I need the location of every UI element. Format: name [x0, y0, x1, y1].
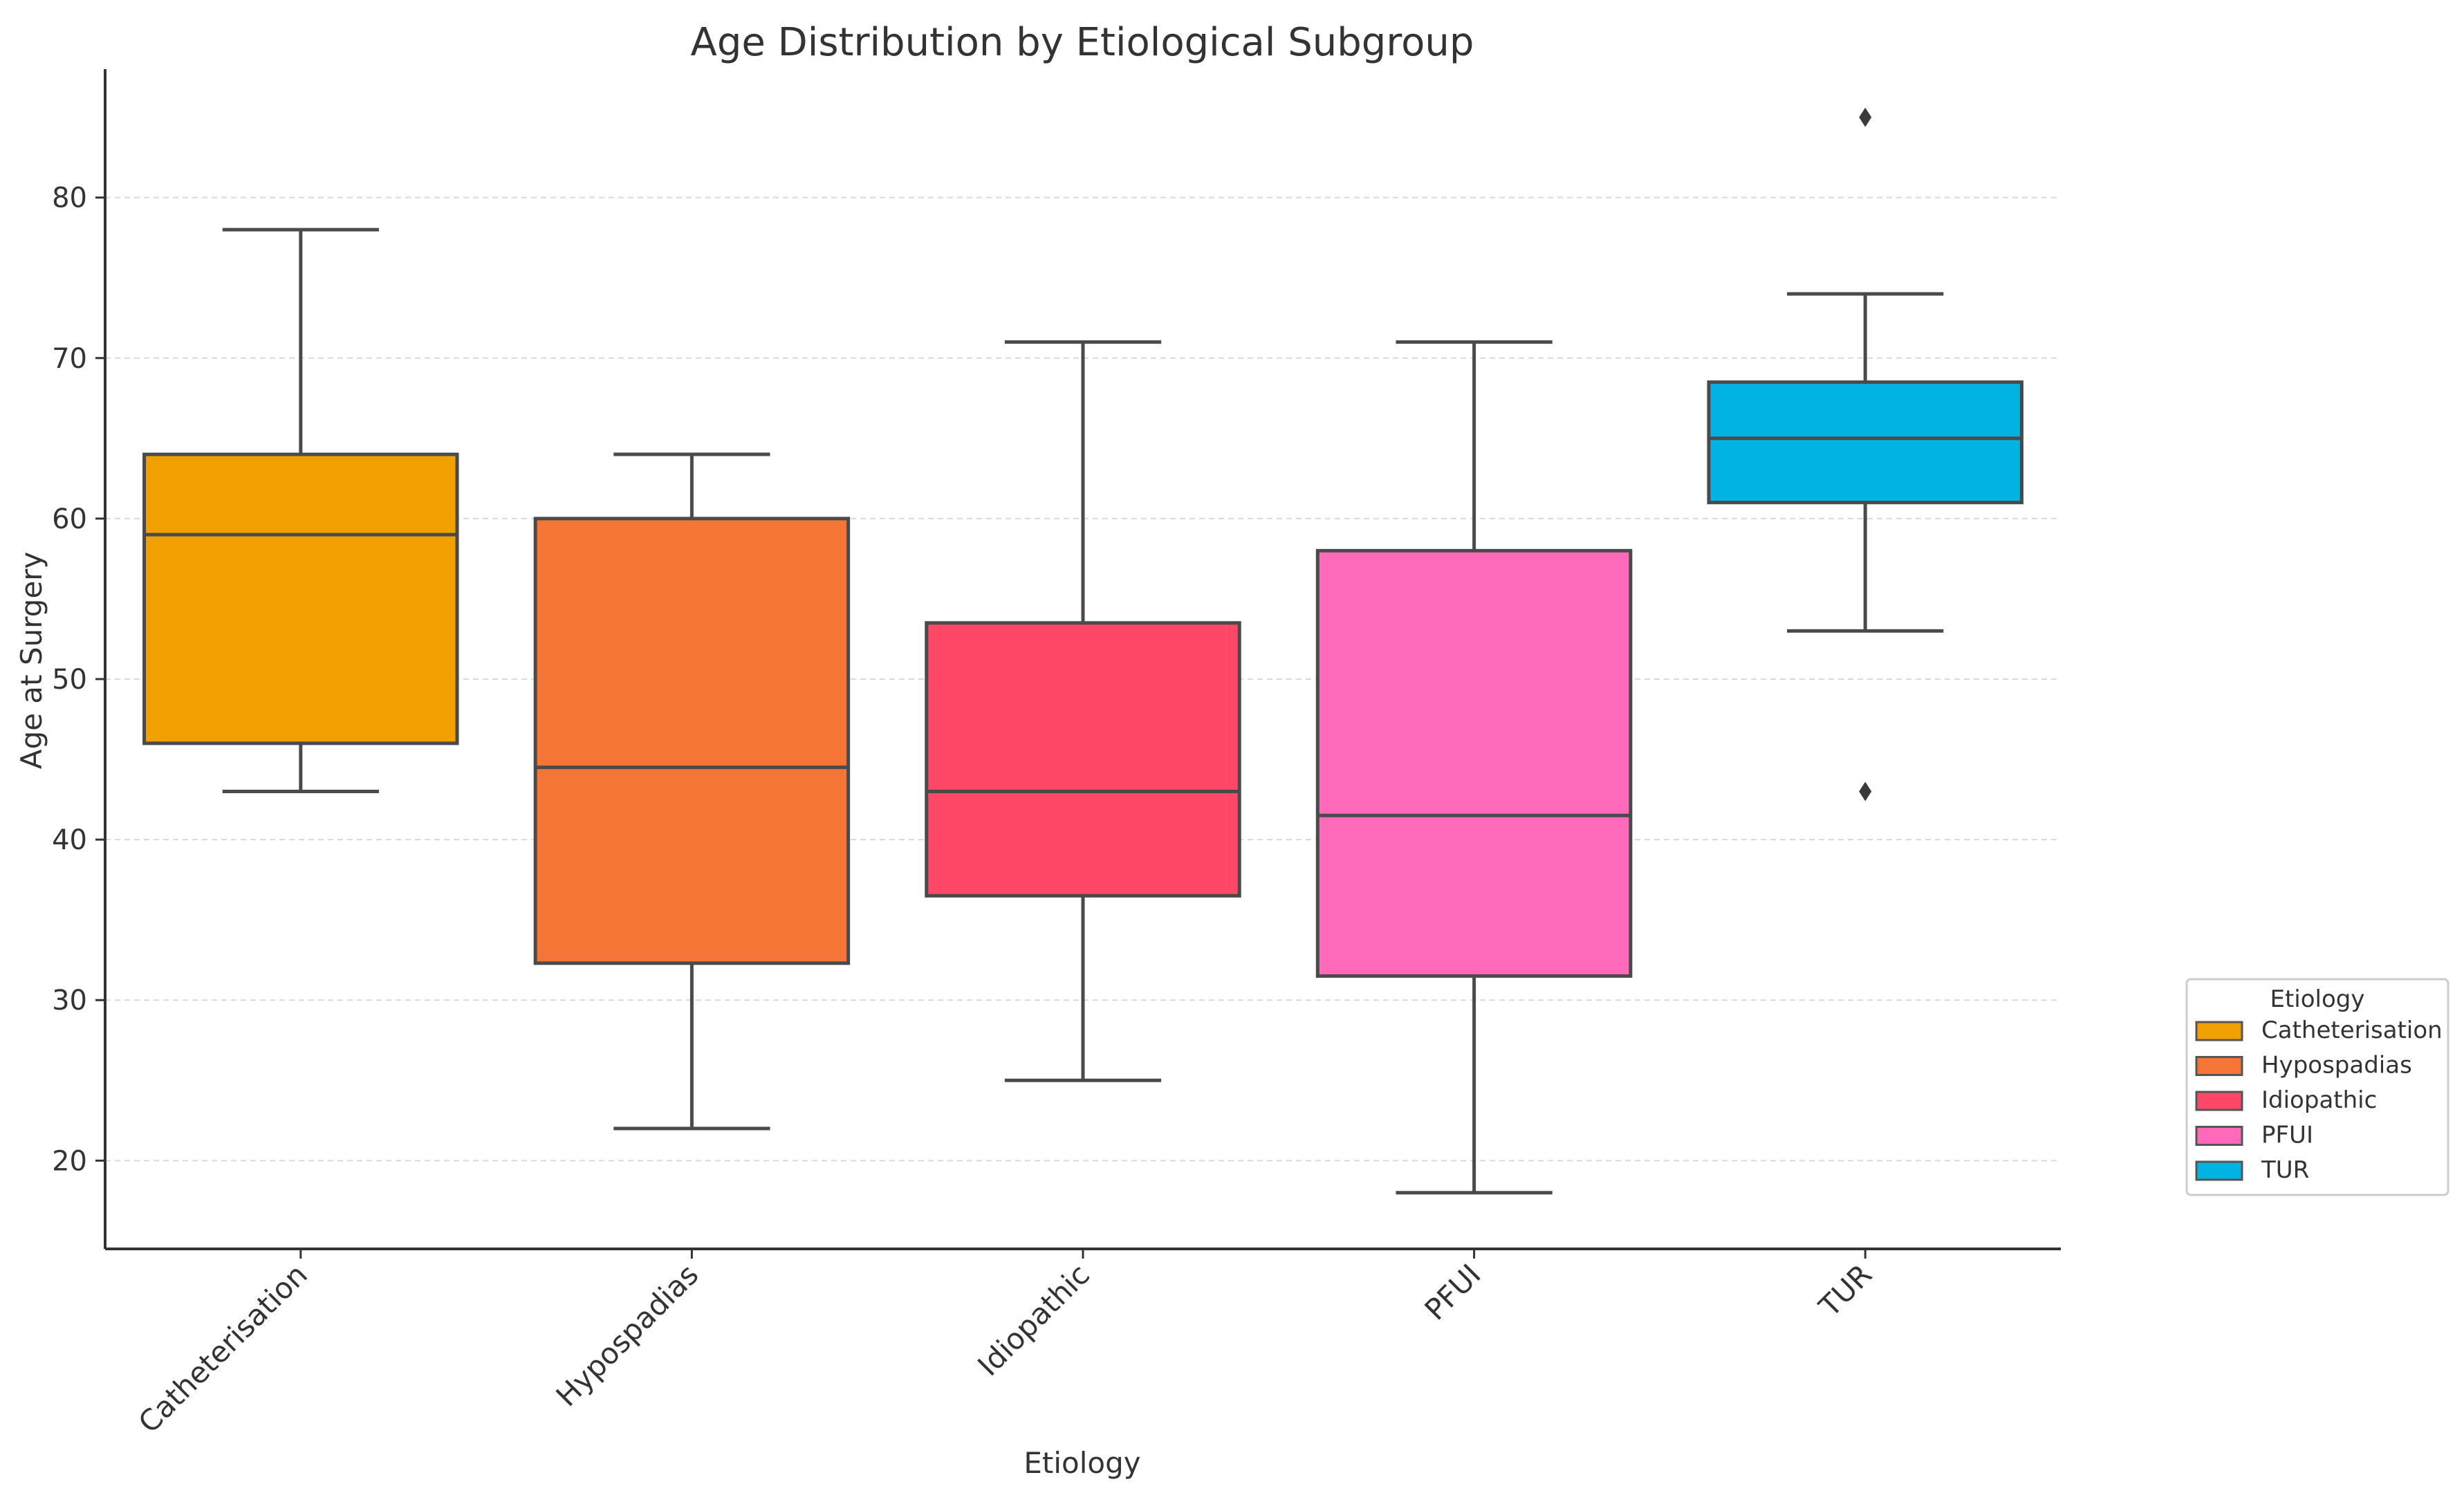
legend-label: Hypospadias [2261, 1052, 2412, 1079]
iqr-box [1315, 548, 1633, 978]
chart-title: Age Distribution by Etiological Subgroup [691, 20, 1474, 65]
x-tick-label: Hypospadias [550, 1257, 705, 1413]
x-tick-label: Catheterisation [132, 1257, 314, 1439]
box-tur [1707, 107, 2023, 801]
legend-swatch [2195, 1091, 2243, 1111]
outlier-point [1859, 107, 1872, 127]
legend-swatch [2195, 1056, 2243, 1076]
legend: Etiology Catheterisation Hypospadias Idiop… [2185, 978, 2449, 1196]
legend-swatch [2195, 1126, 2243, 1146]
legend-label: Idiopathic [2261, 1086, 2377, 1114]
legend-title: Etiology [2270, 985, 2364, 1013]
y-tick-label: 70 [52, 343, 87, 375]
iqr-box [925, 621, 1241, 898]
legend-label: PFUI [2261, 1122, 2313, 1149]
outlier-point [1859, 781, 1872, 801]
x-tick-label: Idiopathic [971, 1257, 1096, 1382]
iqr-box [1707, 380, 2023, 505]
legend-label: Catheterisation [2261, 1017, 2443, 1044]
legend-label: TUR [2261, 1156, 2309, 1184]
iqr-box [533, 517, 851, 965]
y-tick-label: 30 [52, 985, 87, 1017]
y-tick-label: 80 [52, 183, 87, 214]
box-hypospadias [533, 452, 851, 1131]
iqr-box [142, 452, 459, 745]
legend-swatch [2195, 1160, 2243, 1181]
y-tick-label: 60 [52, 503, 87, 535]
legend-swatch [2195, 1021, 2243, 1041]
x-axis-label: Etiology [1023, 1446, 1140, 1480]
legend-frame [2185, 978, 2449, 1196]
x-tick-label: PFUI [1418, 1257, 1488, 1326]
y-tick-label: 20 [52, 1145, 87, 1177]
x-tick-label: TUR [1812, 1257, 1878, 1324]
box-pfui [1315, 340, 1633, 1195]
y-axis-label: Age at Surgery [15, 552, 48, 770]
box-catheterisation [142, 228, 459, 793]
box-plots [142, 107, 2023, 1195]
y-tick-label: 50 [52, 664, 87, 696]
legend-items: Catheterisation Hypospadias Idiopathic PFUI… [2195, 1017, 2443, 1184]
y-tick-label: 40 [52, 824, 87, 856]
box-idiopathic [925, 340, 1241, 1082]
